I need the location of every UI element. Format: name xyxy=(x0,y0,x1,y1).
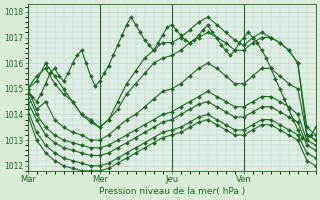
X-axis label: Pression niveau de la mer( hPa ): Pression niveau de la mer( hPa ) xyxy=(99,187,245,196)
